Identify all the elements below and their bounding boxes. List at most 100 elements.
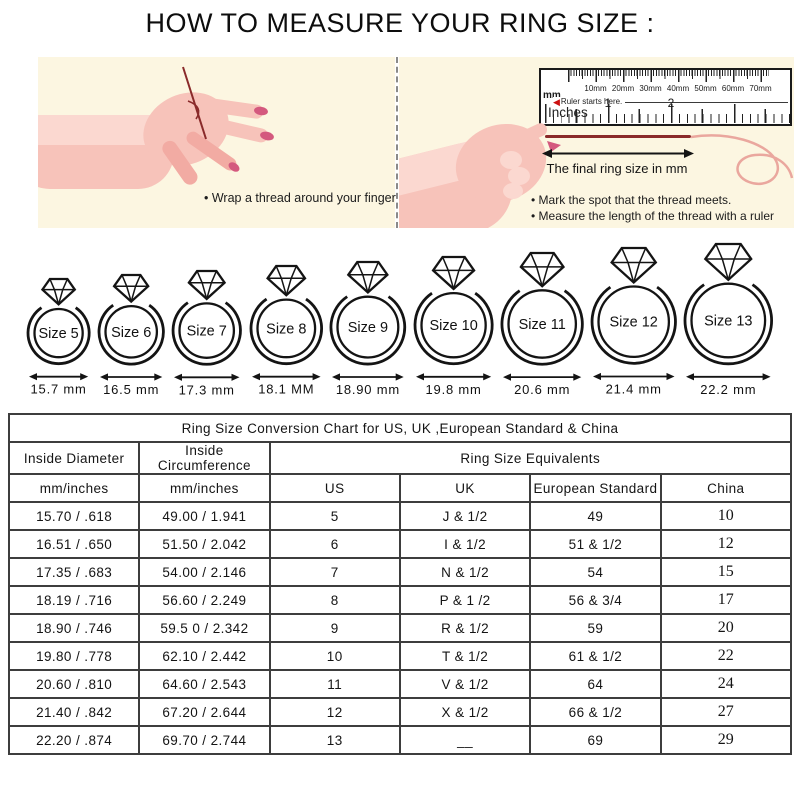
ring-band-inner — [507, 288, 577, 359]
diamond-icon — [704, 242, 754, 282]
table-cell: 69 — [529, 725, 662, 755]
ring-size-label: Size 8 — [266, 322, 306, 338]
ring-figure: Size 11 20.6 mm — [500, 251, 584, 397]
table-cell: 17.35 / .683 — [7, 557, 141, 587]
diamond-icon — [519, 251, 565, 288]
caption-mark-spot: • Mark the spot that the thread meets. — [531, 193, 732, 207]
ring-band-inner — [690, 282, 767, 359]
table-cell: 15 — [659, 557, 793, 587]
table-cell: 5 — [268, 501, 401, 531]
ring-size-label: Size 5 — [38, 326, 78, 342]
ruler-inch-major-ticks — [545, 104, 790, 123]
panel-wrap-thread: • Wrap a thread around your finger — [38, 57, 396, 228]
table-row: 18.90 / .746 59.5 0 / 2.342 9 R & 1/2 59 20 — [7, 613, 793, 643]
table-row: 22.20 / .874 69.70 / 2.744 13 __ 69 29 — [7, 725, 793, 755]
ring-size-label: Size 10 — [429, 318, 477, 334]
table-cell: 24 — [659, 669, 793, 699]
table-cell: 18.19 / .716 — [7, 585, 141, 615]
table-cell: 27 — [659, 697, 793, 727]
table-cell: 51.50 / 2.042 — [138, 529, 271, 559]
table-cell: 54 — [529, 557, 662, 587]
ruler-mm-label: 50mm — [694, 84, 717, 93]
table-cell: I & 1/2 — [398, 529, 532, 559]
table-cell: 59.5 0 / 2.342 — [138, 613, 271, 643]
ring-figure: Size 8 18.1 MM — [249, 264, 323, 397]
ring-band-inner — [256, 298, 316, 359]
diamond-icon — [431, 255, 476, 291]
header-inside-diameter: Inside Diameter — [7, 441, 141, 475]
thread-icon — [182, 66, 207, 140]
ruler-mm-label: 60mm — [721, 84, 745, 93]
pointing-hand-illustration — [399, 123, 794, 228]
table-row: 15.70 / .618 49.00 / 1.941 5 J & 1/2 49 10 — [7, 501, 793, 531]
ring-band-inner — [178, 301, 236, 359]
table-cell: P & 1 /2 — [398, 585, 532, 615]
ring-diameter-label: 17.3 mm — [179, 382, 235, 397]
header-ring-size-equivalents: Ring Size Equivalents — [268, 441, 793, 475]
table-cell: 66 & 1/2 — [529, 697, 662, 727]
ruler-mm-label: 30mm — [639, 84, 662, 93]
ring-band-outer — [171, 300, 243, 366]
ring-figure: Size 12 21.4 mm — [590, 247, 677, 397]
table-cell: 10 — [659, 501, 793, 531]
table-cell: 56 & 3/4 — [529, 585, 662, 615]
table-row: 20.60 / .810 64.60 / 2.543 11 V & 1/2 64 24 — [7, 669, 793, 699]
ring-band-outer — [329, 295, 407, 366]
table-cell: X & 1/2 — [398, 697, 532, 727]
ruler-mm-label: 70mm — [749, 84, 772, 93]
ring-band-outer — [249, 298, 323, 366]
ring-size-label: Size 11 — [518, 317, 565, 333]
ring-diameter-label: 18.1 MM — [258, 382, 314, 397]
table-cell: 22 — [659, 641, 793, 671]
table-cell: J & 1/2 — [398, 501, 532, 531]
diamond-icon — [40, 277, 77, 306]
ring-size-label: Size 7 — [187, 323, 227, 339]
ring-size-label: Size 12 — [609, 315, 657, 331]
table-cell: 69.70 / 2.744 — [138, 725, 271, 755]
final-size-label: The final ring size in mm — [546, 161, 688, 176]
ring-figure: Size 10 19.8 mm — [413, 255, 494, 397]
ring-band-outer — [413, 292, 494, 366]
ring-size-label: Size 9 — [348, 320, 388, 336]
ring-figure: Size 9 18.90 mm — [329, 260, 407, 397]
ring-band-outer — [500, 289, 584, 366]
panel-divider — [396, 57, 398, 228]
caption-measure-length: • Measure the length of the thread with … — [531, 209, 775, 223]
table-cell: __ — [398, 725, 532, 755]
table-cell: 16.51 / .650 — [7, 529, 141, 559]
table-title-row: Ring Size Conversion Chart for US, UK ,E… — [8, 413, 792, 443]
ring-band-inner — [336, 295, 400, 359]
table-cell: 22.20 / .874 — [7, 725, 141, 755]
ring-diameter-label: 20.6 mm — [514, 382, 570, 397]
table-cell: 20.60 / .810 — [7, 669, 141, 699]
table-row: 18.19 / .716 56.60 / 2.249 8 P & 1 /2 56 & 3… — [7, 585, 793, 615]
diamond-icon — [187, 269, 227, 300]
measured-thread-icon — [545, 135, 691, 138]
table-row: 21.40 / .842 67.20 / 2.644 12 X & 1/2 66 & 1… — [7, 697, 793, 727]
ruler-starts-here-label: Ruler starts here. — [560, 97, 623, 106]
ring-diameter-label: 21.4 mm — [606, 382, 662, 397]
table-cell: 51 & 1/2 — [529, 529, 662, 559]
column-header-diameter-units: mm/inches — [7, 473, 141, 503]
ring-band-inner — [597, 285, 671, 359]
table-cell: 8 — [268, 585, 401, 615]
table-cell: R & 1/2 — [398, 613, 532, 643]
column-header-circumference-units: mm/inches — [138, 473, 271, 503]
table-cell: 61 & 1/2 — [529, 641, 662, 671]
table-cell: 67.20 / 2.644 — [138, 697, 271, 727]
table-cell: 11 — [268, 669, 401, 699]
table-cell: 21.40 / .842 — [7, 697, 141, 727]
table-title: Ring Size Conversion Chart for US, UK ,E… — [8, 413, 792, 443]
table-cell: 54.00 / 2.146 — [138, 557, 271, 587]
ruler-mm-unit: mm — [543, 90, 561, 101]
ring-diameter-label: 22.2 mm — [701, 382, 757, 397]
knuckles — [500, 151, 530, 199]
table-cell: 59 — [529, 613, 662, 643]
ring-band-inner — [420, 291, 487, 359]
table-row: 17.35 / .683 54.00 / 2.146 7 N & 1/2 54 15 — [7, 557, 793, 587]
table-row: 16.51 / .650 51.50 / 2.042 6 I & 1/2 51 & 1/… — [7, 529, 793, 559]
header-inside-circumference: Inside Circumference — [138, 441, 271, 475]
table-group-header-row: Inside Diameter Inside Circumference Rin… — [7, 441, 793, 475]
table-cell: 6 — [268, 529, 401, 559]
